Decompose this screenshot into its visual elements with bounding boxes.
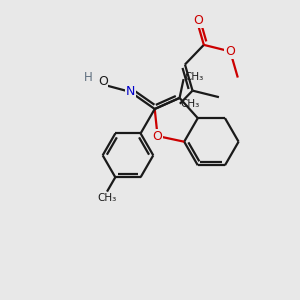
Text: CH₃: CH₃ [181, 99, 200, 109]
Text: H: H [84, 70, 92, 84]
Text: CH₃: CH₃ [98, 193, 117, 202]
Text: O: O [193, 14, 203, 27]
Text: O: O [225, 45, 235, 58]
Text: O: O [153, 130, 163, 142]
Text: N: N [126, 85, 135, 98]
Text: O: O [98, 75, 108, 88]
Text: CH₃: CH₃ [184, 72, 203, 82]
